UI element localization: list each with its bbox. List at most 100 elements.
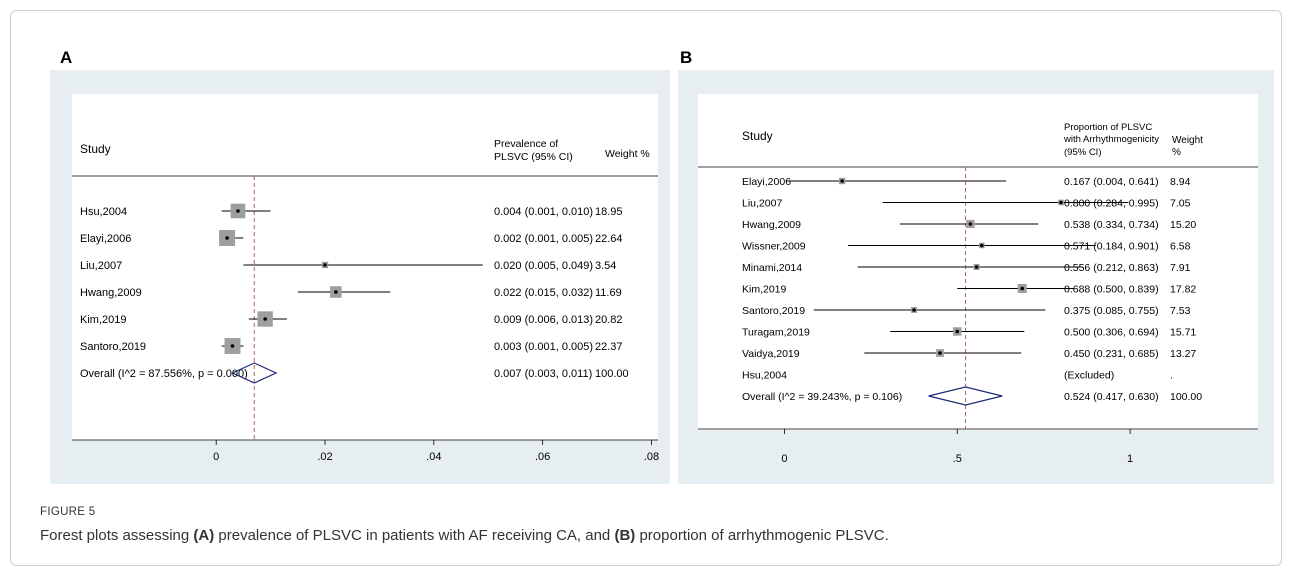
panel-a-effect-header-line: PLSVC (95% CI)	[494, 151, 573, 163]
panel-b-study-weight: 7.53	[1170, 305, 1191, 317]
panel-b-x-tick-label: 0	[781, 453, 787, 465]
panel-b-study-point	[980, 243, 984, 248]
panel-b-study-point	[968, 222, 973, 226]
panel-b-weight-header-line: %	[1172, 147, 1181, 158]
panel-b-effect-header-line: Proportion of PLSVC	[1064, 122, 1152, 133]
panel-b-study-label: Elayi,2006	[742, 176, 791, 188]
panel-b-study-ci: 0.450 (0.231, 0.685)	[1064, 348, 1159, 360]
panel-b-study-weight: 15.20	[1170, 219, 1196, 231]
panel-b-overall-label: Overall (I^2 = 39.243%, p = 0.106)	[742, 391, 902, 403]
panel-a-study-ci: 0.002 (0.001, 0.005)	[494, 233, 593, 245]
panel-b-study-weight: 15.71	[1170, 327, 1196, 339]
panel-b-study-ci: 0.556 (0.212, 0.863)	[1064, 262, 1159, 274]
panel-a-study-weight: 20.82	[595, 314, 623, 326]
panel-b-effect-header-line: with Arrhythmogenicity	[1063, 134, 1159, 145]
panel-b-study-weight: 13.27	[1170, 348, 1196, 360]
panel-b-plot-area	[698, 94, 1258, 430]
panel-a-weight-header-line: Weight %	[605, 148, 650, 160]
panel-b-study-ci: (Excluded)	[1064, 370, 1114, 382]
panel-a-study-point	[334, 290, 338, 294]
panel-b-study-weight: 8.94	[1170, 176, 1191, 188]
panel-b-study-ci: 0.500 (0.306, 0.694)	[1064, 327, 1159, 339]
panel-a-study-ci: 0.022 (0.015, 0.032)	[494, 287, 593, 299]
panel-b-study-point	[1059, 200, 1063, 205]
panel-b-study-weight: 7.05	[1170, 198, 1191, 210]
panel-b-overall-weight: 100.00	[1170, 391, 1202, 403]
panel-a-study-label: Hsu,2004	[80, 206, 127, 218]
panel-a-x-tick-label: .04	[426, 451, 441, 463]
panel-b-study-weight: 7.91	[1170, 262, 1191, 274]
caption-part-b: (B)	[614, 527, 636, 544]
panel-b-study-ci: 0.800 (0.284, 0.995)	[1064, 198, 1159, 210]
panel-b-study-point	[974, 265, 979, 269]
panel-b-study-ci: 0.375 (0.085, 0.755)	[1064, 305, 1159, 317]
panel-a-overall-diamond	[231, 362, 278, 384]
panel-a-study-point	[236, 209, 240, 213]
panel-a-study-ci: 0.020 (0.005, 0.049)	[494, 260, 593, 272]
panel-b-x-tick-label: .5	[953, 453, 962, 465]
panel-a-study-weight: 22.64	[595, 233, 623, 245]
panel-a-study-ci: 0.003 (0.001, 0.005)	[494, 341, 593, 353]
panel-a-study-weight: 11.69	[595, 287, 622, 299]
panel-b-study-label: Kim,2019	[742, 284, 787, 296]
panel-a-x-tick-label: .06	[535, 451, 550, 463]
caption-part-1: Forest plots assessing	[40, 527, 194, 544]
panel-b-letter: B	[680, 48, 693, 67]
panel-b-study-label: Vaidya,2019	[742, 348, 800, 360]
figure-label: FIGURE 5	[40, 506, 96, 518]
panel-b-study-point	[938, 351, 942, 355]
panel-b-study-label: Hwang,2009	[742, 219, 801, 231]
panel-a-study-point	[263, 317, 267, 321]
panel-a-plot-area	[72, 94, 658, 440]
panel-a-study-weight: 22.37	[595, 341, 623, 353]
panel-b-study-ci: 0.571 (0.184, 0.901)	[1064, 241, 1159, 253]
panel-b-study-point	[1020, 286, 1025, 291]
panel-a-study-label: Kim,2019	[80, 314, 126, 326]
panel-a-study-point	[230, 344, 235, 348]
panel-b-study-label: Hsu,2004	[742, 370, 787, 382]
panel-a-study-label: Santoro,2019	[80, 341, 146, 353]
panel-b-effect-header-line: (95% CI)	[1064, 147, 1101, 158]
panel-b-study-weight: 17.82	[1170, 284, 1196, 296]
panel-b-study-point	[955, 329, 960, 334]
panel-a-overall-ci: 0.007 (0.003, 0.011)	[494, 368, 592, 380]
panel-a-letter: A	[60, 48, 73, 67]
panel-a-study-weight: 3.54	[595, 260, 616, 272]
panel-b-study-label: Minami,2014	[742, 262, 802, 274]
panel-b-overall-ci: 0.524 (0.417, 0.630)	[1064, 391, 1159, 403]
panel-b-study-label: Santoro,2019	[742, 305, 805, 317]
panel-a-x-tick-label: .08	[644, 451, 659, 463]
panel-a-study-header: Study	[80, 142, 111, 156]
panel-a-study-ci: 0.009 (0.006, 0.013)	[494, 314, 593, 326]
panel-a-study-label: Elayi,2006	[80, 233, 131, 245]
panel-b-overall-diamond	[928, 386, 1003, 406]
panel-b-study-ci: 0.688 (0.500, 0.839)	[1064, 284, 1159, 296]
panel-a-x-tick-label: 0	[213, 451, 219, 463]
panel-a-study-weight: 18.95	[595, 206, 623, 218]
panel-a-study-point	[323, 263, 327, 267]
panel-a-study-label: Hwang,2009	[80, 287, 142, 299]
caption-part-2: prevalence of PLSVC in patients with AF …	[214, 527, 615, 544]
panel-b-study-point	[840, 179, 844, 183]
panel-b-study-weight: .	[1170, 370, 1173, 382]
panel-a-overall-label: Overall (I^2 = 87.556%, p = 0.000)	[80, 368, 248, 380]
panel-b-study-header: Study	[742, 129, 773, 143]
caption-part-a: (A)	[193, 527, 215, 544]
panel-b-study-label: Wissner,2009	[742, 241, 806, 253]
panel-a-x-tick-label: .02	[317, 451, 332, 463]
panel-a-overall-weight: 100.00	[595, 368, 629, 380]
panel-a-effect-header-line: Prevalence of	[494, 138, 558, 150]
panel-b-study-ci: 0.167 (0.004, 0.641)	[1064, 176, 1159, 188]
panel-b-study-ci: 0.538 (0.334, 0.734)	[1064, 219, 1159, 231]
panel-a-study-label: Liu,2007	[80, 260, 122, 272]
panel-b-study-label: Turagam,2019	[742, 327, 810, 339]
panel-b-weight-header-line: Weight	[1172, 135, 1203, 146]
figure-caption: Forest plots assessing (A) prevalence of…	[40, 527, 889, 544]
panel-b-study-label: Liu,2007	[742, 198, 782, 210]
panel-b-study-weight: 6.58	[1170, 241, 1191, 253]
caption-part-3: proportion of arrhythmogenic PLSVC.	[635, 527, 889, 544]
panel-a-study-point	[225, 236, 229, 240]
panel-b-x-tick-label: 1	[1127, 453, 1133, 465]
panel-a-study-ci: 0.004 (0.001, 0.010)	[494, 206, 593, 218]
